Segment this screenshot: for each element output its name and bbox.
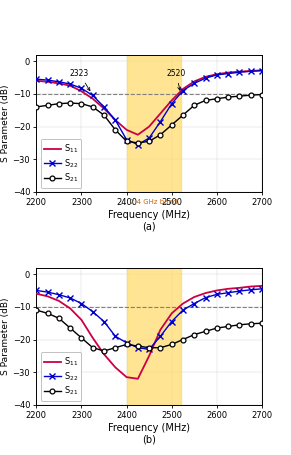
- Y-axis label: S Parameter (dB): S Parameter (dB): [1, 85, 10, 162]
- Bar: [127, 268, 181, 405]
- Text: 2.4 GHz band: 2.4 GHz band: [130, 199, 177, 205]
- Legend: S$_{11}$, S$_{22}$, S$_{21}$: S$_{11}$, S$_{22}$, S$_{21}$: [40, 353, 81, 401]
- Y-axis label: S Parameter (dB): S Parameter (dB): [1, 298, 10, 375]
- Text: 2520: 2520: [166, 69, 186, 90]
- Bar: [127, 55, 181, 192]
- Text: 2323: 2323: [70, 69, 90, 91]
- Legend: S$_{11}$, S$_{22}$, S$_{21}$: S$_{11}$, S$_{22}$, S$_{21}$: [40, 140, 81, 188]
- X-axis label: Frequency (MHz)
(b): Frequency (MHz) (b): [108, 423, 190, 445]
- X-axis label: Frequency (MHz)
(a): Frequency (MHz) (a): [108, 210, 190, 232]
